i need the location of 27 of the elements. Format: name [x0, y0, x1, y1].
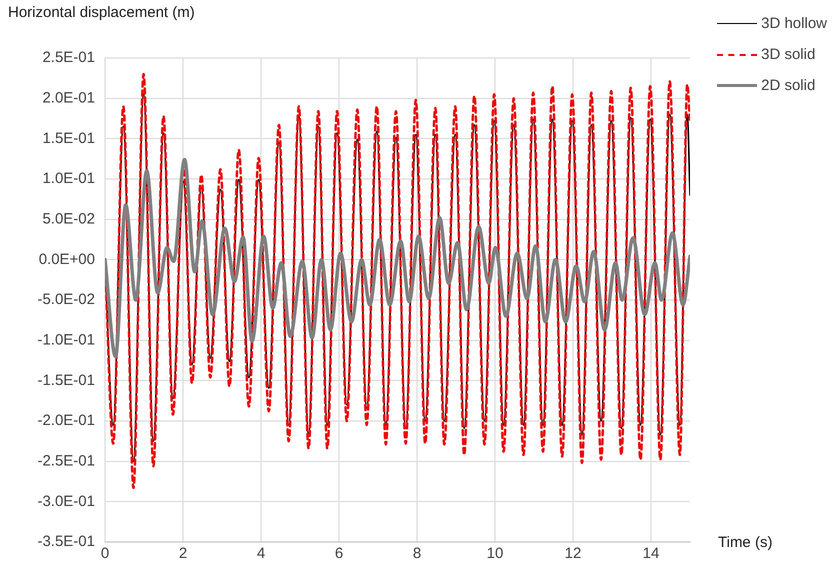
y-tick-label: -3.0E-01	[37, 492, 95, 510]
y-tick-label: -1.5E-01	[37, 372, 95, 389]
legend-label: 2D solid	[761, 77, 816, 94]
y-tick-label: -5.0E-02	[37, 291, 95, 308]
x-tick-label: 10	[486, 545, 504, 562]
y-axis-title: Horizontal displacement (m)	[8, 4, 195, 21]
y-tick-label: -3.5E-01	[37, 533, 95, 550]
x-tick-label: 8	[412, 545, 422, 562]
line-series	[105, 158, 690, 358]
x-tick-label: 14	[642, 545, 660, 562]
legend-label: 3D solid	[761, 46, 816, 63]
y-tick-label: 1.0E-01	[42, 170, 95, 188]
x-tick-label: 12	[564, 545, 582, 562]
x-tick-label: 0	[100, 545, 110, 562]
y-tick-label: -2.5E-01	[37, 452, 95, 470]
legend-label: 3D hollow	[761, 15, 827, 32]
x-tick-label: 2	[178, 545, 188, 562]
y-tick-label: 0.0E+00	[38, 250, 95, 268]
x-tick-label: 4	[256, 545, 266, 562]
y-tick-label: 2.0E-01	[42, 89, 95, 106]
y-tick-label: -2.0E-01	[37, 412, 95, 430]
y-tick-label: 1.5E-01	[42, 130, 95, 147]
x-axis-title: Time (s)	[718, 534, 772, 551]
y-tick-label: -1.0E-01	[37, 331, 95, 348]
y-tick-label: 2.5E-01	[42, 49, 95, 66]
y-tick-label: 5.0E-02	[42, 210, 95, 228]
x-tick-label: 6	[334, 545, 344, 562]
